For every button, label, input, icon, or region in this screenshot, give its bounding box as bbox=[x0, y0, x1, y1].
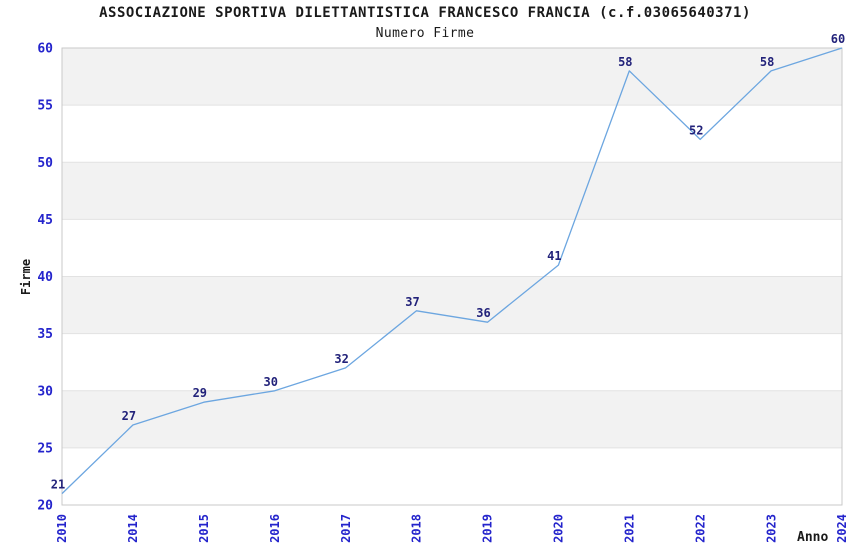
x-tick-label: 2010 bbox=[55, 514, 69, 543]
x-tick-label: 2014 bbox=[126, 514, 140, 543]
data-line bbox=[61, 47, 843, 495]
data-point-label: 36 bbox=[476, 306, 490, 320]
data-point-label: 58 bbox=[618, 55, 632, 69]
data-point-label: 21 bbox=[51, 478, 65, 492]
y-tick-label: 35 bbox=[37, 327, 53, 342]
data-point-label: 27 bbox=[122, 409, 136, 423]
grid-band bbox=[62, 390, 842, 448]
x-tick-label: 2024 bbox=[835, 514, 849, 543]
data-point-label: 30 bbox=[263, 375, 277, 389]
x-tick-label: 2017 bbox=[339, 514, 353, 543]
x-tick-label: 2021 bbox=[623, 514, 637, 543]
data-point-label: 60 bbox=[831, 32, 845, 46]
y-tick-label: 25 bbox=[37, 441, 53, 456]
x-tick-label: 2019 bbox=[481, 514, 495, 543]
y-tick-label: 45 bbox=[37, 213, 53, 228]
x-tick-label: 2018 bbox=[410, 514, 424, 543]
chart-subtitle: Numero Firme bbox=[375, 26, 475, 41]
plot-border bbox=[61, 47, 843, 506]
grid-band bbox=[62, 162, 842, 220]
data-point-label: 41 bbox=[547, 249, 561, 263]
chart-title: ASSOCIAZIONE SPORTIVA DILETTANTISTICA FR… bbox=[99, 5, 751, 21]
x-axis-label: Anno bbox=[797, 530, 829, 545]
data-point-label: 32 bbox=[334, 352, 348, 366]
data-point-label: 52 bbox=[689, 123, 703, 137]
y-tick-label: 55 bbox=[37, 99, 53, 114]
y-tick-label: 40 bbox=[37, 270, 53, 285]
x-tick-label: 2015 bbox=[197, 514, 211, 543]
data-point-label: 29 bbox=[193, 386, 207, 400]
y-tick-label: 60 bbox=[37, 42, 53, 57]
y-tick-label: 30 bbox=[37, 384, 53, 399]
grid-band bbox=[62, 276, 842, 334]
x-tick-label: 2022 bbox=[693, 514, 707, 543]
data-point-label: 37 bbox=[405, 295, 419, 309]
x-tick-label: 2020 bbox=[552, 514, 566, 543]
data-point-label: 58 bbox=[760, 55, 774, 69]
y-tick-label: 20 bbox=[37, 499, 53, 514]
grid-band bbox=[62, 48, 842, 106]
x-tick-label: 2023 bbox=[764, 514, 778, 543]
y-tick-label: 50 bbox=[37, 156, 53, 171]
x-tick-label: 2016 bbox=[268, 514, 282, 543]
